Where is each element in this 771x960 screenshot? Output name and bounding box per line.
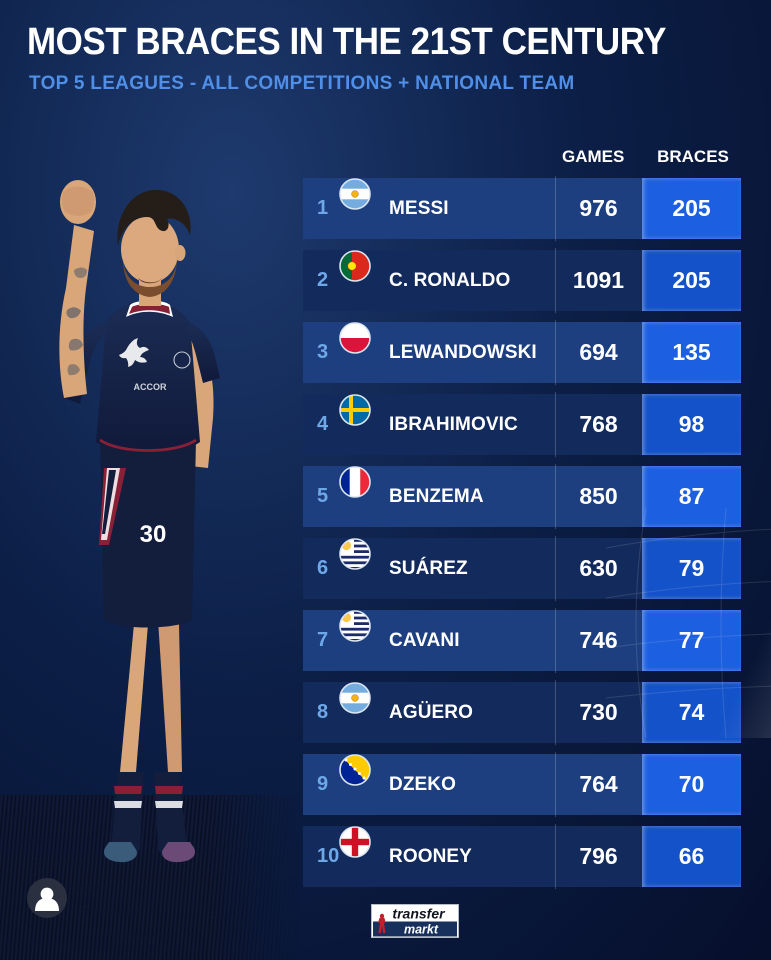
svg-text:transfer: transfer [392,906,446,922]
svg-text:ACCOR: ACCOR [134,382,167,392]
svg-text:30: 30 [140,521,167,548]
svg-text:markt: markt [404,923,439,937]
